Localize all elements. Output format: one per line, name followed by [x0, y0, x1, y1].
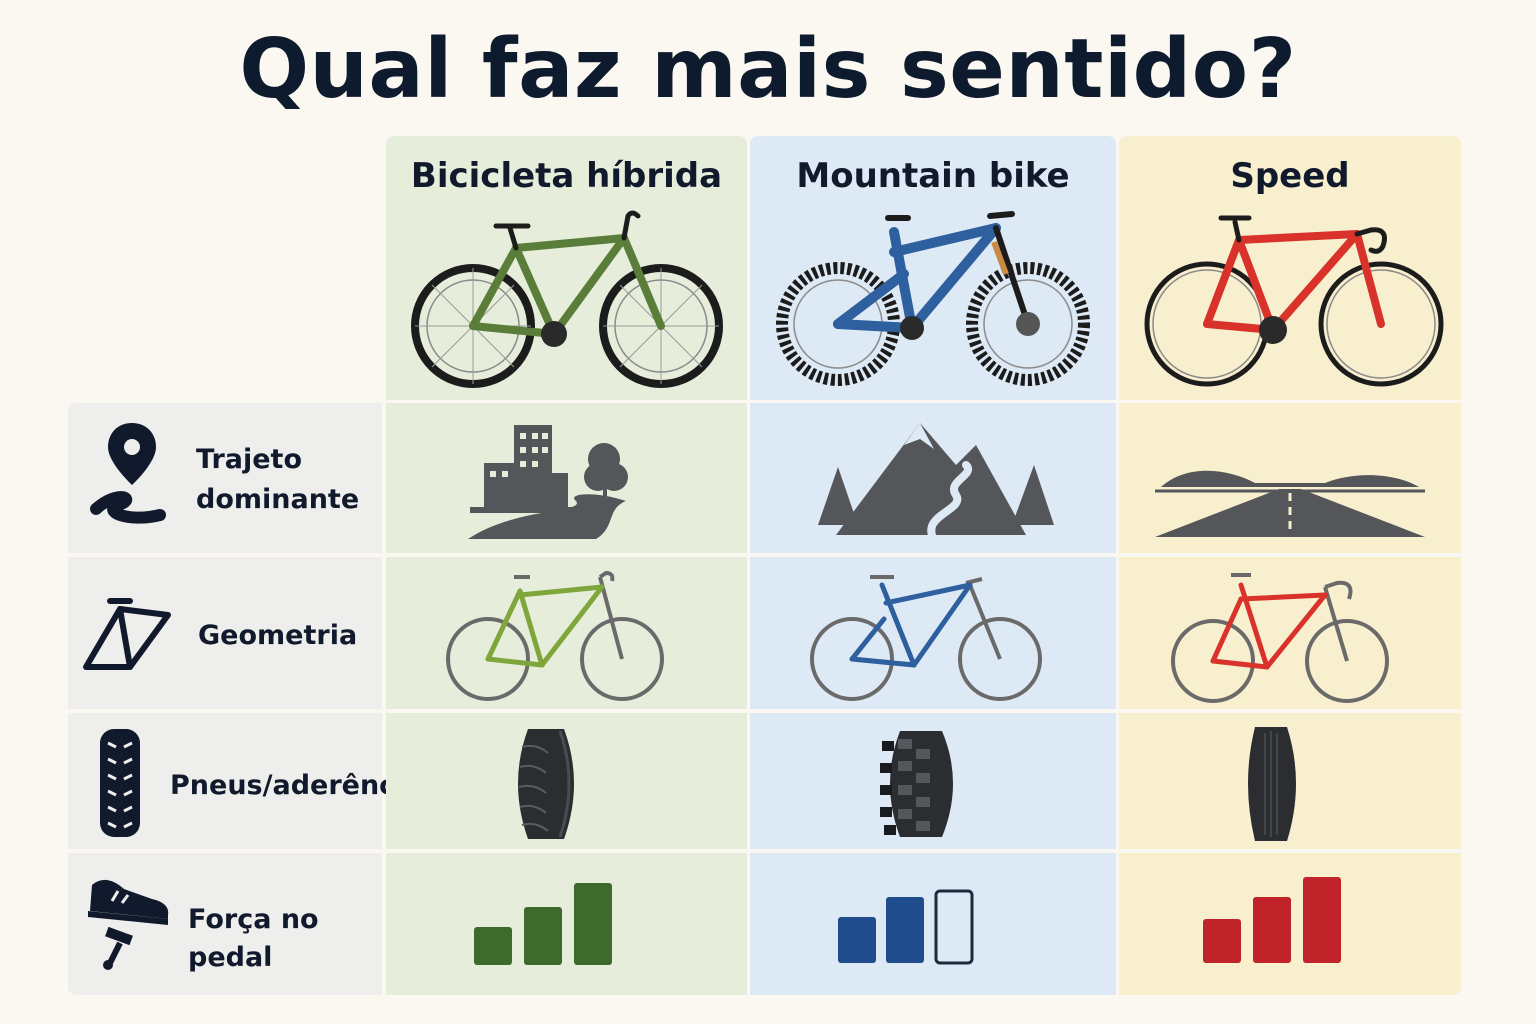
effort-bars-mountain	[838, 889, 974, 965]
cell-geometry-mountain	[750, 557, 1116, 709]
column-label-hybrid: Bicicleta híbrida	[410, 156, 723, 196]
effort-bar	[838, 917, 876, 963]
effort-bar	[574, 883, 612, 965]
row-label-route-line1: Trajeto	[196, 444, 303, 475]
row-label-tires-text: Pneus/aderência	[170, 770, 423, 801]
row-label-route-line2: dominante	[196, 484, 360, 515]
mountain-tire-icon	[880, 731, 953, 837]
effort-bar	[1253, 897, 1291, 963]
cell-geometry-speed	[1119, 557, 1461, 709]
hybrid-bike-icon	[411, 210, 723, 388]
map-pin-path-icon	[90, 423, 166, 524]
mountain-geometry-icon	[810, 575, 1042, 701]
cell-pedal-hybrid	[386, 853, 747, 995]
row-label-tires: Pneus/aderência	[68, 713, 423, 849]
cell-tires-mountain	[750, 713, 1116, 849]
column-header-hybrid: Bicicleta híbrida	[386, 136, 747, 400]
row-label-geometry-text: Geometria	[198, 620, 358, 651]
speed-geometry-icon	[1171, 573, 1389, 703]
row-label-pedal-text: Força no pedal	[188, 904, 319, 973]
cell-route-mountain	[750, 403, 1116, 553]
open-road-icon	[1155, 470, 1425, 537]
cell-pedal-mountain	[750, 853, 1116, 995]
column-header-mountain: Mountain bike	[750, 136, 1116, 400]
shoe-pedal-icon	[88, 879, 169, 970]
road-bike-icon	[1144, 215, 1444, 387]
cell-tires-hybrid	[386, 713, 747, 849]
city-park-path-icon	[468, 425, 628, 539]
row-label-route: Trajeto dominante	[68, 403, 382, 553]
tire-tread-icon	[100, 729, 140, 837]
cell-route-hybrid	[386, 403, 747, 553]
effort-bar	[1303, 877, 1341, 963]
row-label-geometry: Geometria	[68, 557, 382, 709]
effort-bar-empty	[934, 889, 974, 965]
column-label-mountain: Mountain bike	[796, 156, 1070, 196]
row-label-pedal: Força no pedal	[68, 853, 382, 995]
hybrid-tire-icon	[518, 729, 574, 839]
speed-tire-icon	[1248, 727, 1296, 841]
effort-bar	[886, 897, 924, 963]
page-title: Qual faz mais sentido?	[239, 22, 1297, 117]
effort-bar	[1203, 919, 1241, 963]
effort-bars-speed	[1203, 877, 1341, 963]
cell-tires-speed	[1119, 713, 1461, 849]
column-label-speed: Speed	[1230, 156, 1350, 196]
mountain-trail-icon	[818, 423, 1054, 547]
cell-pedal-speed	[1119, 853, 1461, 995]
effort-bar	[524, 907, 562, 965]
effort-bar	[474, 927, 512, 965]
hybrid-geometry-icon	[446, 570, 664, 701]
column-header-speed: Speed	[1119, 136, 1461, 400]
cell-route-speed	[1119, 403, 1461, 553]
mountain-bike-icon	[776, 211, 1090, 386]
effort-bars-hybrid	[474, 883, 612, 965]
cell-geometry-hybrid	[386, 557, 747, 709]
bike-frame-icon	[83, 598, 171, 670]
